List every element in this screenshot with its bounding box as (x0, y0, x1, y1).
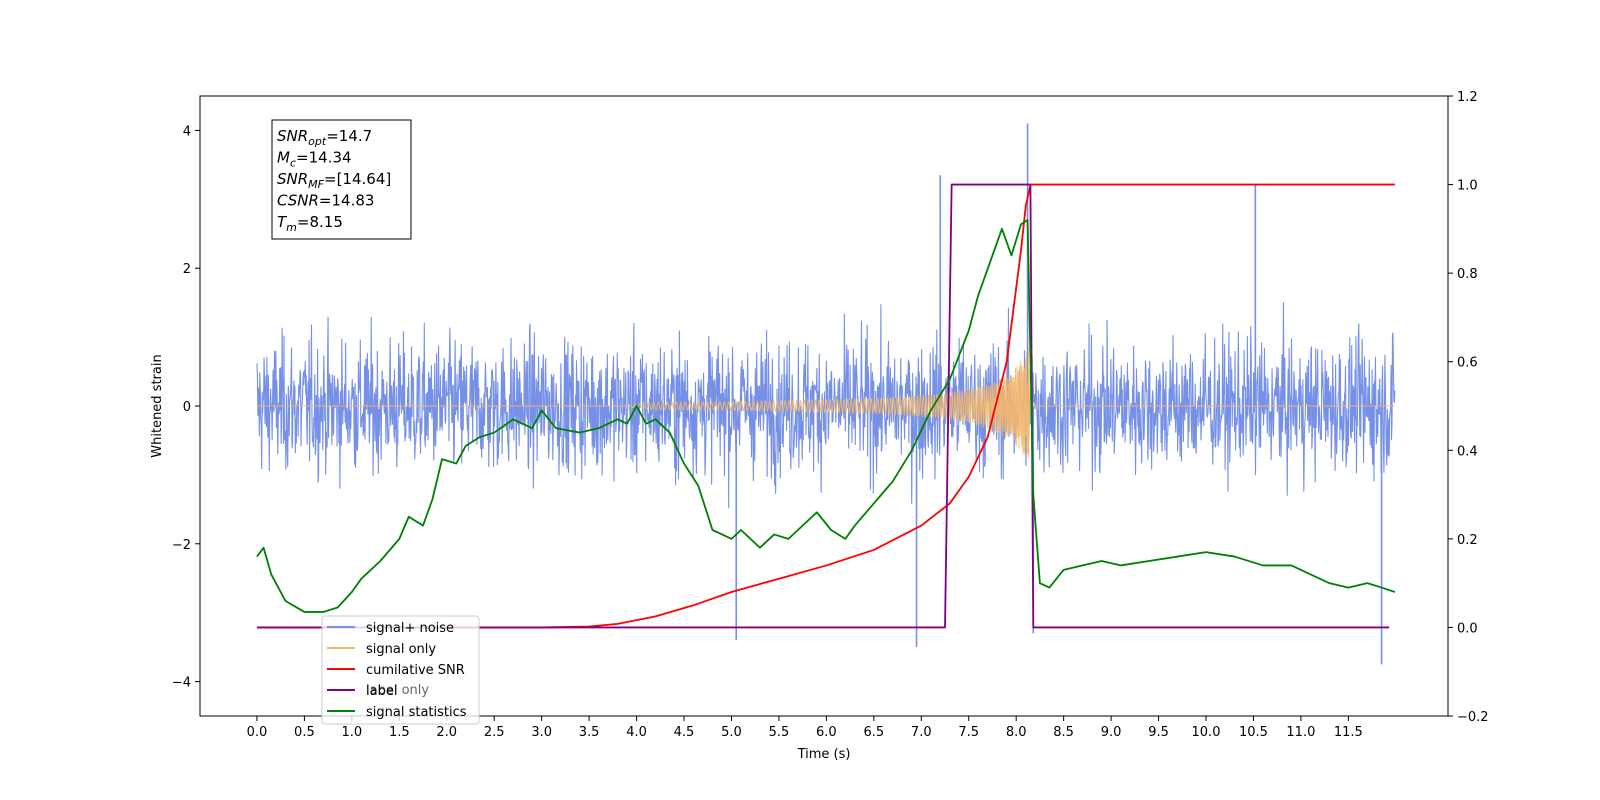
y-left-tick-label: −2 (172, 538, 191, 553)
x-tick-label: 6.0 (816, 725, 837, 740)
x-tick-label: 8.0 (1006, 725, 1027, 740)
plot-area (256, 123, 1396, 665)
series-label (256, 183, 1390, 629)
y-right-tick-label: 1.2 (1457, 90, 1478, 105)
x-tick-label: 4.5 (674, 725, 695, 740)
x-tick-label: 7.5 (958, 725, 979, 740)
x-tick-label: 8.5 (1053, 725, 1074, 740)
x-axis: 0.0 0.5 1.0 1.5 2.0 2.5 3.0 3.5 4.0 4.5 5.0 5.5 6.0 6… (247, 716, 1363, 740)
y-right-tick-label: 0.4 (1457, 444, 1478, 459)
y-right-tick-label: 1.0 (1457, 179, 1478, 194)
y-left-tick-label: 2 (183, 262, 191, 277)
y-left-tick-label: 0 (183, 400, 191, 415)
series-cumulative-snr (256, 183, 1395, 629)
y-right-tick-label: 0.6 (1457, 356, 1478, 371)
y-axis-right: 1.2 1.0 0.8 0.6 0.4 0.2 0.0 −0.2 (1448, 90, 1489, 725)
x-tick-label: 2.5 (484, 725, 505, 740)
x-tick-label: 11.5 (1334, 725, 1363, 740)
series-signal-only (256, 347, 1395, 459)
y-right-tick-label: −0.2 (1457, 710, 1489, 725)
x-tick-label: 0.0 (247, 725, 268, 740)
legend-label: label (366, 684, 397, 699)
y-right-tick-label: 0.8 (1457, 267, 1478, 282)
y-right-tick-label: 0.2 (1457, 533, 1478, 548)
y-left-tick-label: 4 (183, 124, 191, 139)
x-tick-label: 5.0 (721, 725, 742, 740)
legend-label: signal statistics (366, 705, 467, 720)
x-tick-label: 9.5 (1148, 725, 1169, 740)
annotation-line: SNRMF=[14.64] (277, 170, 391, 191)
y-right-tick-label: 0.0 (1457, 621, 1478, 636)
x-tick-label: 7.0 (911, 725, 932, 740)
y-axis-left: 4 2 0 −2 −4 (172, 124, 200, 691)
annotation-line: SNRopt=14.7 (277, 127, 372, 148)
y-left-tick-label: −4 (172, 676, 191, 691)
x-tick-label: 1.0 (342, 725, 363, 740)
x-tick-label: 9.0 (1101, 725, 1122, 740)
x-tick-label: 4.0 (626, 725, 647, 740)
legend-overlapped-text: label only (366, 683, 429, 698)
x-tick-label: 5.5 (769, 725, 790, 740)
legend-label: signal+ noise (366, 621, 454, 636)
legend: label only signal+ noise signal only cumil… (321, 615, 480, 725)
legend-label: signal only (366, 642, 436, 657)
legend-label: cumilative SNR (366, 663, 465, 678)
y-axis-label: Whitened strain (150, 354, 165, 457)
x-axis-label: Time (s) (797, 747, 851, 762)
annotation-line: CSNR=14.83 (277, 192, 374, 210)
x-tick-label: 3.0 (531, 725, 552, 740)
annotation-line: Mc=14.34 (277, 149, 352, 170)
series-signal-statistics (256, 219, 1396, 613)
x-tick-label: 6.5 (863, 725, 884, 740)
x-tick-label: 10.0 (1192, 725, 1221, 740)
x-tick-label: 0.5 (294, 725, 315, 740)
annotation-line: Tm=8.15 (277, 213, 343, 234)
annotation-box: SNRopt=14.7Mc=14.34SNRMF=[14.64]CSNR=14.… (271, 119, 412, 240)
x-tick-label: 1.5 (389, 725, 410, 740)
x-tick-label: 11.0 (1286, 725, 1315, 740)
x-tick-label: 10.5 (1239, 725, 1268, 740)
x-tick-label: 3.5 (579, 725, 600, 740)
series-signal-noise (256, 302, 1396, 509)
x-tick-label: 2.0 (436, 725, 457, 740)
